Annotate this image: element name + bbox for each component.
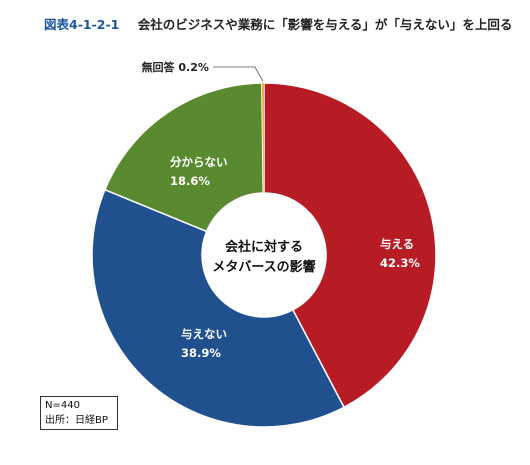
center-label-1: メタバースの影響	[212, 259, 315, 275]
slice-value-1: 38.9%	[181, 346, 221, 360]
slice-1	[91, 188, 346, 428]
figure-label: 図表4-1-2-1	[44, 17, 120, 32]
slice-value-0: 42.3%	[380, 256, 420, 270]
chart-header: 図表4-1-2-1 会社のビジネスや業務に「影響を与える」が「与えない」を上回る	[44, 14, 512, 33]
center-label-0: 会社に対する	[225, 239, 303, 255]
slice-label-1: 与えない	[181, 327, 227, 341]
slice-value-2: 18.6%	[170, 174, 210, 188]
slice-label-3: 無回答 0.2%	[142, 60, 209, 74]
footnote-box: N=440 出所：日経BP	[40, 396, 118, 430]
source-note: 出所：日経BP	[45, 415, 108, 426]
leader-line-3	[212, 66, 264, 82]
sample-size-note: N=440	[45, 400, 80, 411]
slice-label-2: 分からない	[170, 155, 228, 169]
slice-2	[103, 82, 264, 233]
slice-label-0: 与える	[380, 237, 414, 251]
slice-3	[261, 82, 265, 194]
slice-0	[263, 82, 437, 409]
chart-title: 会社のビジネスや業務に「影響を与える」が「与えない」を上回る	[137, 17, 513, 32]
